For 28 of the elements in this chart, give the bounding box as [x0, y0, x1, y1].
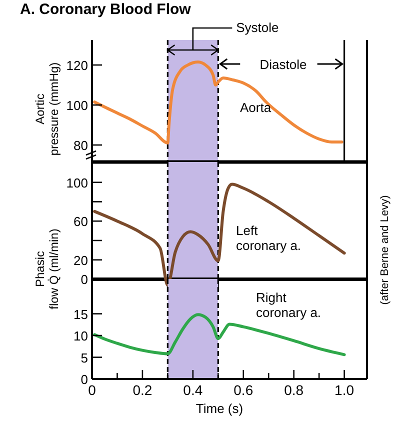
series-label: Right coronary a.: [256, 290, 322, 320]
chart-title: A. Coronary Blood Flow: [20, 1, 192, 18]
x-tick-label: 0.8: [284, 382, 304, 398]
y-tick-label: 0: [80, 372, 88, 387]
line-series: [93, 182, 346, 287]
text: (after Berne and Levy): [379, 195, 391, 305]
y-tick-label: 15: [74, 306, 88, 322]
y-tick-label: 80: [74, 138, 88, 153]
y-tick-label: 100: [66, 175, 88, 190]
y-tick-label: 120: [66, 58, 88, 73]
series-label: Aorta: [240, 100, 272, 115]
x-tick-label: 1.0: [334, 382, 354, 398]
line-series: [93, 60, 344, 144]
y-axis-title: Aortic pressure (mmHg): [33, 62, 61, 156]
y-tick-label: 20: [74, 252, 88, 268]
x-axis-title: Time (s): [196, 401, 244, 416]
y-tick-label: 100: [66, 98, 88, 113]
y-tick-label: 10: [74, 328, 88, 344]
y-tick-label: 5: [80, 350, 88, 366]
x-tick-label: 0.2: [132, 382, 152, 398]
y-tick-label: 0: [80, 272, 88, 288]
band-label: Systole: [236, 20, 279, 35]
x-tick-label: 0.4: [183, 382, 203, 398]
series-label: Left coronary a.: [236, 223, 302, 253]
x-tick-label: 0.6: [234, 382, 254, 398]
y-axis-title: Phasic flow Q̇ (ml/min): [33, 228, 61, 310]
annotation: Diastole: [260, 57, 307, 72]
y-tick-label: 60: [74, 214, 88, 230]
